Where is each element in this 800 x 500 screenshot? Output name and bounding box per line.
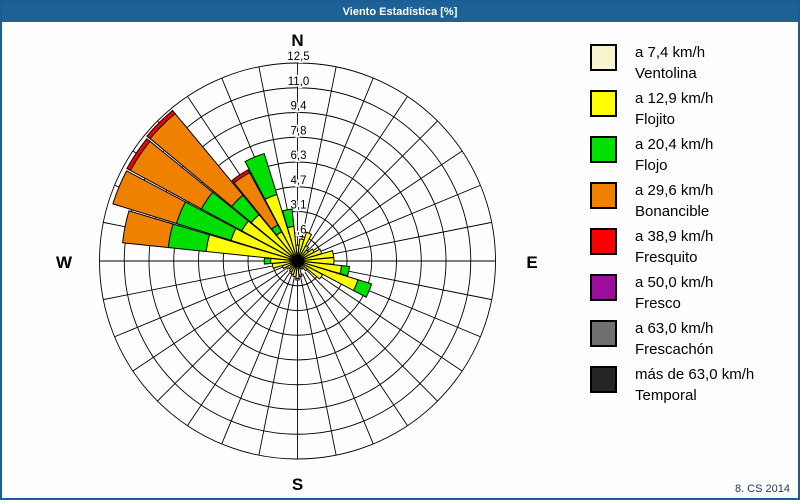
grid-spoke [258,274,296,456]
legend-swatch-7 [590,320,617,347]
legend-swatch-6 [590,274,617,301]
wind-petal-segment [122,210,174,249]
compass-label-e: E [526,253,537,272]
wind-petal-segment [299,263,308,272]
legend-swatch-1 [590,44,617,71]
legend-item: a 38,9 km/h Fresquito [590,226,795,272]
legend-swatch-8 [590,366,617,393]
legend-item: más de 63,0 km/h Temporal [590,364,795,410]
wind-petal-segment [352,279,373,298]
radial-axis-tick-label: 7,8 [291,125,307,137]
wind-petal-segment [339,265,351,277]
wind-petal-segment [290,265,297,276]
legend-name-text: Ventolina [635,65,697,82]
radial-axis-tick-label: 4,7 [291,175,307,187]
wind-petal-segment [126,138,151,172]
legend-speed-text: a 7,4 km/h [635,44,706,61]
radial-axis-tick-label: 9,4 [291,101,308,113]
grid-spoke [308,150,463,254]
wind-petal-segment [298,231,313,257]
grid-spoke [114,265,286,338]
legend-name-text: Bonancible [635,203,710,220]
wind-petal-segment [146,109,176,140]
legend-item: a 7,4 km/h Ventolina [590,42,795,88]
legend-speed-text: a 63,0 km/h [635,320,714,337]
legend-name-text: Fresquito [635,249,698,266]
legend-item: a 29,6 km/h Bonancible [590,180,795,226]
wind-petal-segment [299,245,310,259]
legend-name-text: Fresco [635,295,681,312]
wind-petal-segment [281,208,295,229]
wind-petal-segment [231,169,251,184]
grid-spoke [299,274,337,456]
radial-axis-tick-label: 3,1 [291,200,307,212]
window-titlebar[interactable]: Viento Estadística [%] [2,2,798,22]
grid-spoke [304,96,408,251]
grid-spoke [132,268,287,372]
legend-swatch-3 [590,136,617,163]
grid-spoke [306,270,438,402]
legend-item: a 63,0 km/h Frescachón [590,318,795,364]
legend-name-text: Flojito [635,111,676,128]
wind-petal-segment [292,266,298,278]
legend-swatch-5 [590,228,617,255]
legend-speed-text: a 29,6 km/h [635,182,714,199]
compass-label-s: S [292,475,303,494]
legend-name-text: Frescachón [635,341,714,358]
radial-axis-tick-label: 11,0 [288,76,310,88]
legend-label: a 38,9 km/h Fresquito [635,226,713,268]
legend-speed-text: a 50,0 km/h [635,274,714,291]
grid-spoke [309,184,481,257]
wind-petal-segment [295,277,300,281]
legend-speed-text: a 12,9 km/h [635,90,714,107]
compass-labels: N S W E [56,31,538,494]
compass-label-w: W [56,253,73,272]
wind-petal-segment [288,263,296,273]
legend-item: a 12,9 km/h Flojito [590,88,795,134]
legend-speed-text: a 38,9 km/h [635,228,714,245]
grid-spoke [103,263,285,301]
wind-petal-segment [112,170,187,225]
footer-credit: 8. CS 2014 [734,483,790,495]
window-title: Viento Estadística [%] [342,6,458,18]
radial-axis-tick-label: 12,5 [287,51,309,63]
legend-swatch-2 [590,90,617,117]
grid-spoke [302,273,374,445]
legend-speed-text: más de 63,0 km/h [635,366,755,383]
legend-label: a 50,0 km/h Fresco [635,272,713,314]
legend-label: a 63,0 km/h Frescachón [635,318,713,360]
legend-name-text: Temporal [635,387,697,404]
grid-spoke [310,221,492,259]
legend-name-text: Flojo [635,157,668,174]
grid-spoke [304,271,408,426]
legend-label: a 12,9 km/h Flojito [635,88,713,130]
legend-label: a 7,4 km/h Ventolina [635,42,705,84]
wind-petal-segment [244,152,278,201]
legend-label: a 29,6 km/h Bonancible [635,180,713,222]
grid-spoke [157,270,289,402]
grid-spoke [299,66,337,248]
legend-label: a 20,4 km/h Flojo [635,134,713,176]
legend-swatch-4 [590,182,617,209]
radial-axis-tick-label: 6,3 [291,150,307,162]
legend-speed-text: a 20,4 km/h [635,136,714,153]
grid-spoke [308,268,463,372]
wind-petal-segment [263,257,272,265]
grid-spoke [221,273,293,445]
wind-rose-petals [112,109,373,298]
radial-axis-labels: 1,63,14,76,37,89,411,012,5 [286,50,311,238]
grid-spoke [187,271,291,426]
legend-item: a 20,4 km/h Flojo [590,134,795,180]
grid-spoke [302,77,374,249]
legend-item: a 50,0 km/h Fresco [590,272,795,318]
wind-petal-segment [300,262,324,280]
compass-label-n: N [291,31,303,50]
legend-label: más de 63,0 km/h Temporal [635,364,754,406]
wind-rose-chart: 1,63,14,76,37,89,411,012,5 NSW E [56,31,538,494]
wind-petal-segment [299,263,305,271]
grid-spoke [306,120,438,252]
